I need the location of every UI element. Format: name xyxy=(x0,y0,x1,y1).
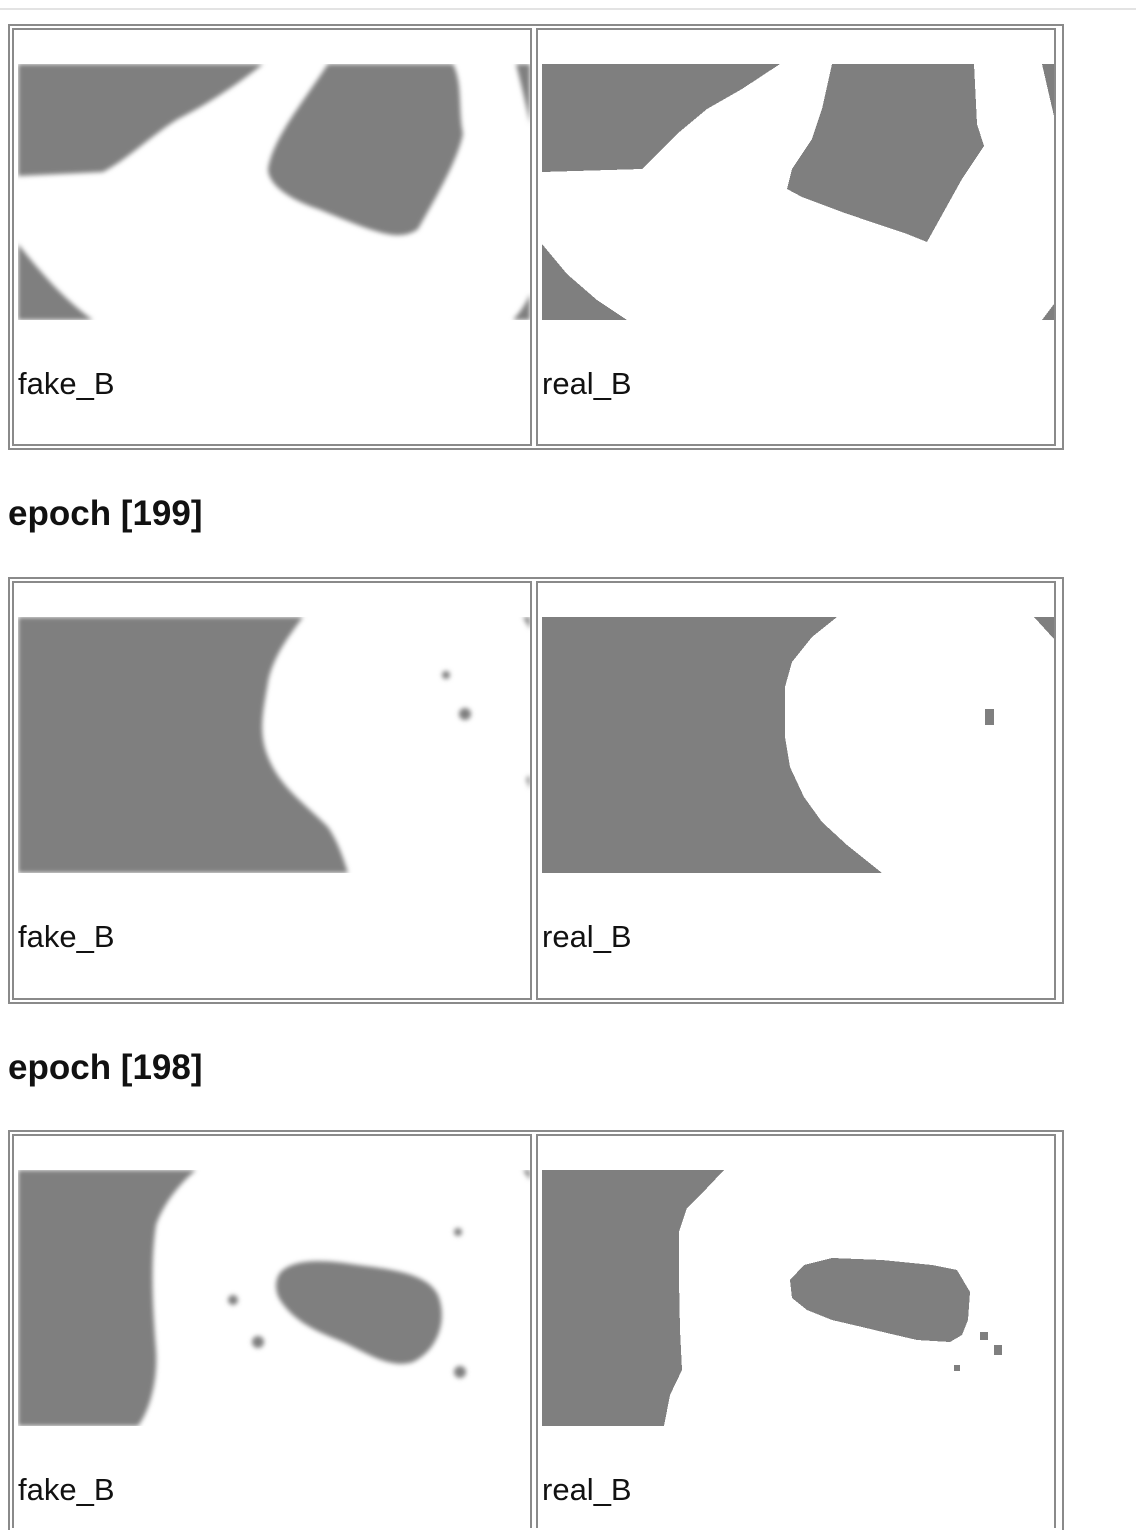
real-b-image xyxy=(542,1170,1054,1426)
image-caption: real_B xyxy=(542,1472,632,1507)
fake-b-image xyxy=(18,1170,530,1426)
image-caption: real_B xyxy=(542,366,632,401)
image-caption: fake_B xyxy=(18,919,115,954)
top-divider xyxy=(0,8,1136,10)
result-table-epoch-200: fake_B real_B xyxy=(8,24,1064,450)
image-caption: fake_B xyxy=(18,366,115,401)
epoch-heading: epoch [199] xyxy=(8,494,203,533)
image-cell-real-b: real_B xyxy=(536,581,1056,1000)
real-b-image xyxy=(542,64,1054,320)
image-caption: fake_B xyxy=(18,1472,115,1507)
image-cell-fake-b: fake_B xyxy=(12,28,532,446)
result-table-epoch-198: fake_B real_B xyxy=(8,1130,1064,1530)
epoch-heading: epoch [198] xyxy=(8,1048,203,1087)
result-table-epoch-199: fake_B real_B xyxy=(8,577,1064,1004)
image-cell-fake-b: fake_B xyxy=(12,581,532,1000)
image-cell-real-b: real_B xyxy=(536,28,1056,446)
real-b-image xyxy=(542,617,1054,873)
fake-b-image xyxy=(18,64,530,320)
results-page: fake_B real_B epoch [199] xyxy=(0,8,1136,1530)
fake-b-image xyxy=(18,617,530,873)
image-cell-fake-b: fake_B xyxy=(12,1134,532,1528)
image-cell-real-b: real_B xyxy=(536,1134,1056,1528)
image-caption: real_B xyxy=(542,919,632,954)
